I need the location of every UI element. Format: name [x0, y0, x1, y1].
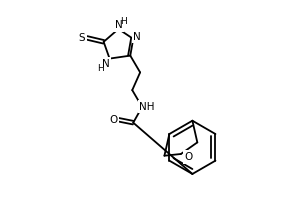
Text: S: S [79, 33, 85, 43]
Text: N: N [102, 59, 110, 69]
Text: N: N [115, 20, 122, 30]
Text: O: O [184, 152, 193, 162]
Text: H: H [120, 17, 127, 26]
Text: O: O [110, 115, 118, 125]
Text: N: N [133, 32, 141, 42]
Text: NH: NH [139, 102, 155, 112]
Text: H: H [97, 64, 104, 73]
